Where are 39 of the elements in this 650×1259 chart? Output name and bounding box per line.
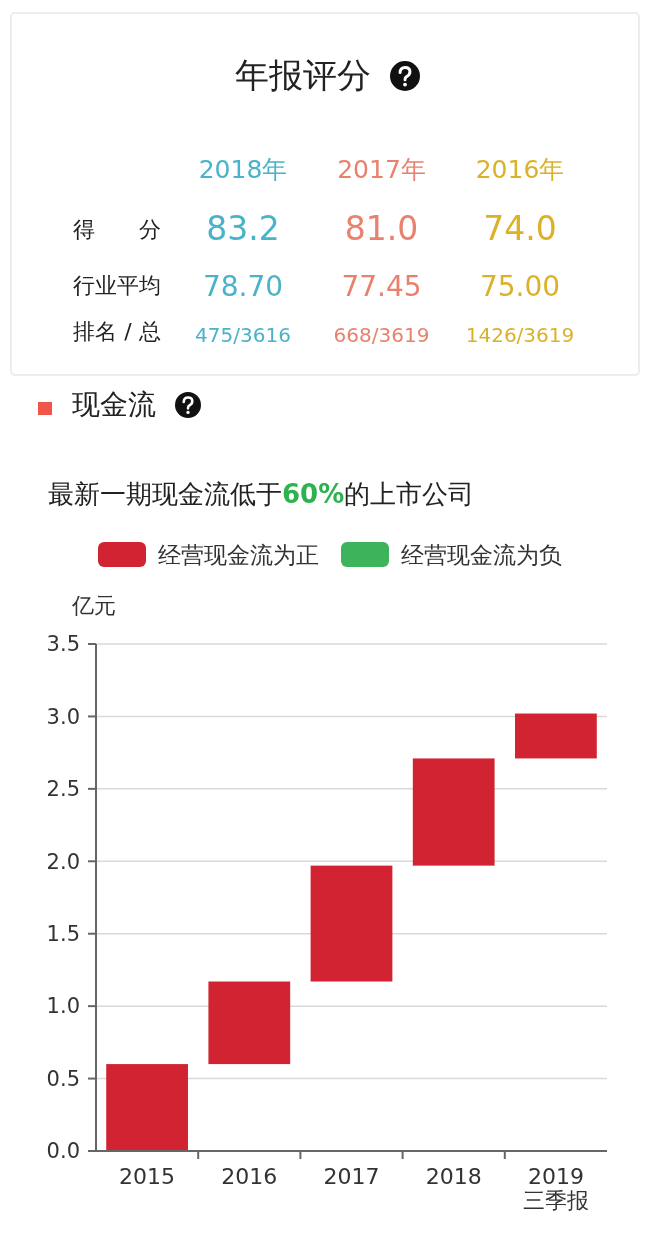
x-tick-label: 2018 bbox=[425, 1164, 482, 1189]
y-axis-title: 亿元 bbox=[71, 593, 116, 618]
category-label: 行业平均 bbox=[73, 273, 161, 298]
category-label: 2018年 bbox=[198, 155, 288, 184]
bar bbox=[208, 981, 291, 1065]
text: 475/3616 bbox=[195, 323, 291, 347]
category-label: 2016年 bbox=[475, 155, 565, 184]
text: 81.0 bbox=[344, 209, 419, 248]
y-tick-label: 0.5 bbox=[46, 1066, 80, 1091]
x-tick-label: 2016 bbox=[221, 1164, 278, 1189]
bar bbox=[310, 865, 393, 982]
y-tick-label: 0.0 bbox=[46, 1139, 80, 1164]
chart-subtitle: 最新一期现金流低于60%的上市公司 bbox=[48, 479, 475, 509]
text: 78.70 bbox=[202, 270, 284, 303]
category-label: 排名 / 总 bbox=[73, 319, 161, 344]
text: 1426/3619 bbox=[465, 323, 575, 347]
y-tick-label: 1.0 bbox=[46, 994, 80, 1019]
legend-label: 经营现金流为负 bbox=[401, 542, 562, 568]
text: 年报评分 bbox=[235, 55, 371, 95]
text: 74.0 bbox=[483, 209, 557, 248]
bar bbox=[412, 758, 495, 866]
y-tick-label: 3.0 bbox=[46, 704, 80, 729]
legend-label: 经营现金流为正 bbox=[158, 542, 319, 568]
bar bbox=[515, 713, 597, 759]
y-tick-label: 1.5 bbox=[46, 922, 80, 947]
y-tick-label: 2.0 bbox=[46, 849, 80, 874]
text: 77.45 bbox=[341, 270, 422, 303]
x-tick-label: 2019 三季报 bbox=[522, 1164, 589, 1213]
y-tick-label: 2.5 bbox=[46, 777, 80, 802]
y-tick-label: 3.5 bbox=[46, 632, 80, 657]
text: 83.2 bbox=[206, 209, 280, 248]
x-tick-label: 2015 bbox=[119, 1164, 176, 1189]
x-tick-label: 2017 bbox=[323, 1164, 380, 1189]
text: 668/3619 bbox=[333, 323, 430, 347]
text: 75.00 bbox=[479, 270, 561, 303]
chart-title: 现金流 bbox=[72, 388, 156, 421]
category-label: 2017年 bbox=[337, 155, 426, 184]
bar bbox=[106, 1064, 188, 1151]
category-label: 得 分 bbox=[73, 217, 161, 242]
